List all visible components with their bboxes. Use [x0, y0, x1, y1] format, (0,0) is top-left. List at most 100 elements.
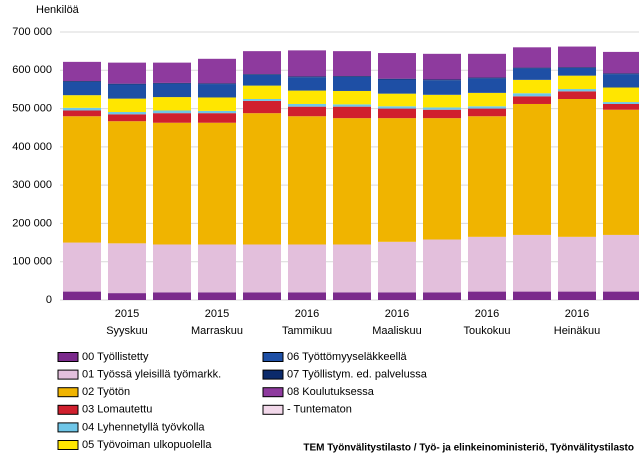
- source: TEM Työnvälitystilasto / Työ- ja elinkei…: [303, 443, 634, 454]
- bar-segment: [108, 243, 146, 294]
- bar-segment: [198, 84, 236, 98]
- bar-segment: [288, 103, 326, 107]
- bar-segment: [333, 104, 371, 107]
- legend-label: 00 Työllistetty: [82, 351, 149, 363]
- legend-label: 02 Työtön: [82, 386, 130, 398]
- legend-swatch: [57, 369, 79, 380]
- x-tick-label: Tammikuu: [282, 325, 332, 337]
- bar-segment: [558, 236, 596, 292]
- legend-label: 06 Työttömyyseläkkeellä: [287, 351, 408, 363]
- bar-segment: [603, 74, 639, 88]
- bar-segment: [513, 96, 551, 104]
- bar-segment: [378, 106, 416, 109]
- bar-segment: [333, 76, 371, 91]
- bar-segment: [288, 116, 326, 245]
- legend-label: 01 Työssä yleisillä työmarkk.: [82, 369, 221, 381]
- bar-segment: [378, 108, 416, 119]
- bar-segment: [423, 107, 461, 110]
- x-tick-label: Maaliskuu: [372, 325, 422, 337]
- y-tick-label: 400 000: [12, 141, 52, 153]
- bar-segment: [288, 90, 326, 104]
- x-tick-label: Toukokuu: [463, 325, 510, 337]
- bar-segment: [468, 116, 506, 237]
- bar-segment: [603, 102, 639, 104]
- y-tick-label: 500 000: [12, 102, 52, 114]
- bar-segment: [333, 51, 371, 77]
- bar-segment: [558, 99, 596, 237]
- bar-segment: [288, 292, 326, 300]
- bar-segment: [513, 47, 551, 68]
- legend-swatch: [57, 422, 79, 433]
- bar-segment: [198, 113, 236, 123]
- bar-segment: [378, 241, 416, 293]
- bar-segment: [198, 122, 236, 245]
- legend-label: 07 Työllistym. ed. palvelussa: [287, 369, 428, 381]
- bar-segment: [513, 79, 551, 94]
- bar-segment: [603, 291, 639, 300]
- legend-label: 05 Työvoiman ulkopuolella: [82, 439, 212, 451]
- legend-label: 03 Lomautettu: [82, 404, 152, 416]
- x-tick-year: 2016: [565, 308, 589, 320]
- bar-segment: [423, 53, 461, 80]
- bar-segment: [378, 79, 416, 94]
- bar-segment: [63, 116, 101, 243]
- bar-segment: [153, 122, 191, 245]
- bar-segment: [468, 291, 506, 300]
- bar-segment: [513, 67, 551, 69]
- y-tick-label: 0: [46, 294, 52, 306]
- bar-segment: [603, 87, 639, 103]
- legend-swatch: [57, 387, 79, 398]
- legend-swatch: [262, 387, 284, 398]
- bar-segment: [423, 239, 461, 293]
- legend-label: 04 Lyhennetyllä työvkolla: [82, 421, 205, 433]
- bar-segment: [63, 81, 101, 96]
- bar-segment: [108, 112, 146, 115]
- bar-segment: [333, 106, 371, 119]
- bar-segment: [243, 99, 281, 101]
- bar-segment: [63, 61, 101, 82]
- bar-segment: [243, 74, 281, 75]
- bar-segment: [423, 292, 461, 300]
- bar-segment: [603, 51, 639, 74]
- bar-segment: [198, 244, 236, 293]
- bar-segment: [198, 292, 236, 300]
- bar-segment: [198, 58, 236, 84]
- bar-segment: [288, 50, 326, 77]
- bar-segment: [333, 292, 371, 300]
- y-tick-label: 600 000: [12, 64, 52, 76]
- bar-segment: [558, 89, 596, 92]
- bar-segment: [153, 292, 191, 300]
- y-tick-label: 700 000: [12, 26, 52, 38]
- legend-swatch: [57, 404, 79, 415]
- legend-swatch: [57, 440, 79, 450]
- legend-swatch: [262, 369, 284, 380]
- bar-segment: [468, 53, 506, 78]
- bar-segment: [108, 114, 146, 122]
- bar-segment: [468, 92, 506, 107]
- bar-segment: [333, 118, 371, 245]
- bar-segment: [423, 118, 461, 240]
- bar-segment: [378, 53, 416, 79]
- bar-segment: [558, 91, 596, 99]
- bar-segment: [108, 84, 146, 99]
- bar-segment: [243, 74, 281, 86]
- bar-segment: [153, 62, 191, 83]
- bar-segment: [423, 79, 461, 81]
- y-tick-label: 100 000: [12, 256, 52, 268]
- x-tick-year: 2015: [115, 308, 139, 320]
- bar-segment: [108, 121, 146, 244]
- bar-segment: [243, 100, 281, 114]
- bar-segment: [198, 110, 236, 114]
- bar-segment: [243, 244, 281, 293]
- bar-segment: [333, 76, 371, 77]
- x-tick-year: 2016: [475, 308, 499, 320]
- bar-segment: [468, 77, 506, 79]
- bar-segment: [243, 85, 281, 99]
- bar-segment: [423, 109, 461, 119]
- bar-segment: [603, 109, 639, 235]
- bar-segment: [603, 234, 639, 292]
- bar-segment: [513, 234, 551, 292]
- bar-segment: [468, 106, 506, 109]
- bar-segment: [558, 67, 596, 68]
